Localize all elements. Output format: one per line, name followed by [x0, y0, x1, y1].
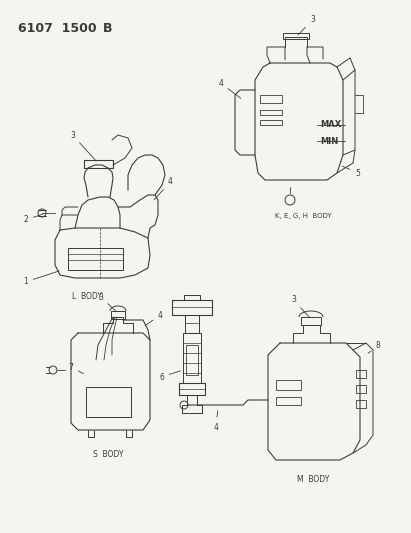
Bar [260, 95, 282, 103]
Text: 6107  1500: 6107 1500 [18, 22, 97, 35]
Bar [356, 370, 366, 378]
Bar [276, 397, 301, 405]
Bar [111, 311, 125, 319]
Bar [186, 345, 198, 375]
Text: 4: 4 [218, 78, 241, 98]
Text: L  BODY: L BODY [72, 292, 102, 301]
Text: MIN: MIN [320, 137, 338, 146]
Bar [356, 385, 366, 393]
Bar [183, 333, 201, 383]
Bar [185, 315, 199, 333]
Text: MAX: MAX [320, 120, 341, 129]
Bar [276, 380, 301, 390]
Text: 3: 3 [298, 15, 315, 35]
Text: 3: 3 [291, 295, 309, 317]
Bar [356, 400, 366, 408]
Bar [260, 110, 282, 115]
Text: 4: 4 [214, 411, 218, 432]
Text: 4: 4 [154, 177, 173, 200]
Text: 8: 8 [368, 341, 381, 353]
Text: 4: 4 [145, 311, 163, 326]
Text: M  BODY: M BODY [297, 475, 329, 484]
Text: S  BODY: S BODY [93, 450, 123, 459]
Bar [283, 33, 309, 39]
Text: K, E, G, H  BODY: K, E, G, H BODY [275, 213, 332, 219]
Bar [260, 120, 282, 125]
Bar [86, 387, 131, 417]
Text: 6: 6 [159, 371, 180, 382]
Text: 2: 2 [23, 214, 44, 224]
Bar [301, 317, 321, 325]
Text: 5: 5 [342, 166, 360, 177]
Text: 1: 1 [23, 271, 59, 287]
Bar [68, 248, 123, 270]
Text: 7: 7 [68, 362, 83, 374]
Text: 3: 3 [98, 293, 116, 311]
Text: B: B [103, 22, 113, 35]
Text: 3: 3 [70, 131, 96, 161]
